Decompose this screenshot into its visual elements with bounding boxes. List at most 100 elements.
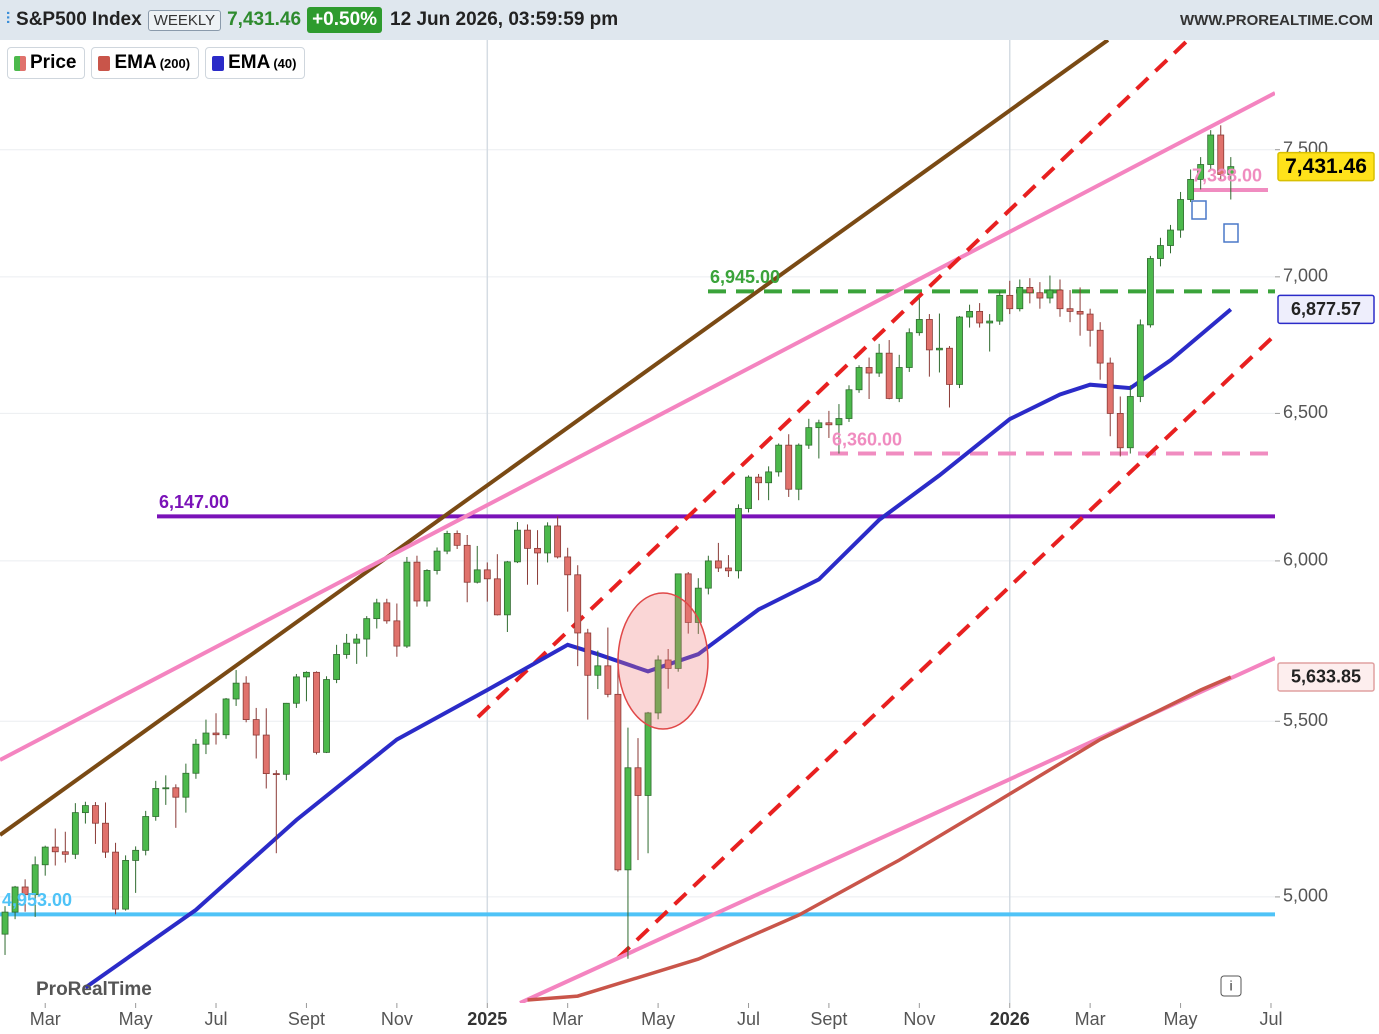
candle-body (1026, 287, 1034, 294)
candle-body (694, 587, 702, 623)
candle-body (936, 347, 943, 351)
price: 7,431.46 (227, 9, 302, 30)
candle-body (373, 602, 381, 620)
candle-body (996, 294, 1004, 322)
candle-body (132, 849, 140, 861)
candle-body (915, 319, 923, 334)
period[interactable]: WEEKLY (147, 9, 222, 31)
level-label: 6,360.00 (832, 429, 902, 449)
highlight-circle[interactable] (617, 592, 709, 730)
trend-line[interactable] (0, 40, 1110, 837)
candle-body (1106, 362, 1114, 414)
trend-line[interactable] (616, 333, 1275, 960)
value-box (1277, 662, 1375, 692)
candle-body (393, 620, 401, 647)
ema-line (84, 307, 1233, 990)
candle-body (11, 886, 19, 913)
legend: Price EMA (200) EMA (40) (7, 47, 306, 79)
x-tick-label: Mar (1075, 1009, 1106, 1029)
candle-body (192, 743, 200, 774)
info-icon[interactable]: i (1220, 975, 1242, 997)
note-icon[interactable] (1191, 200, 1239, 243)
candle-body (674, 573, 682, 669)
candle-body (624, 767, 632, 871)
candle-body (1177, 199, 1184, 231)
x-tick-label: May (1164, 1009, 1198, 1029)
legend-item[interactable]: EMA (40) (205, 47, 306, 79)
candle-body (363, 618, 371, 640)
y-tick-label: 6,000 (1283, 550, 1328, 570)
candle-body (956, 316, 963, 385)
x-tick-label: May (641, 1009, 675, 1029)
legend-item[interactable]: Price (7, 47, 86, 79)
candle-body (1146, 258, 1154, 326)
levels (0, 187, 1275, 917)
candle-body (413, 561, 421, 602)
candle-body (885, 352, 893, 399)
logo: ⫶ (6, 11, 11, 28)
candle-body (303, 671, 310, 678)
candle-body (152, 788, 160, 817)
brand: ProRealTime (36, 979, 152, 1000)
symbol: S&P500 Index (16, 9, 142, 30)
candle-body (1197, 164, 1205, 180)
level-label: 6,945.00 (710, 267, 780, 287)
candle-body (41, 846, 49, 866)
candle-body (1046, 289, 1054, 299)
candle-body (473, 569, 481, 583)
legend-text: EMA (114, 52, 157, 73)
candle-body (1086, 313, 1094, 331)
candle-body (31, 864, 39, 896)
x-tick-label: Nov (381, 1009, 413, 1029)
candle-body (1036, 292, 1044, 299)
candle-body (1217, 134, 1225, 175)
level-label: 4,953.00 (2, 890, 72, 910)
x-tick-label: Sept (810, 1009, 847, 1029)
legend-text: (40) (273, 55, 297, 71)
candle-body (1136, 324, 1144, 397)
candle-body (785, 444, 793, 490)
candle-body (574, 574, 582, 634)
annotations: i ProRealTime 6,945.00 6,147.00 6,360.00 4,… (2, 166, 1262, 1000)
candle-body (714, 560, 722, 569)
value-box (1277, 294, 1375, 325)
candle-body (453, 533, 461, 546)
candle-body (252, 719, 260, 736)
candle-body (976, 310, 984, 324)
x-tick-label: Jul (1259, 1009, 1282, 1029)
value-box-label: 5,633.85 (1291, 667, 1361, 687)
candle-body (1066, 308, 1074, 312)
candle-body (1006, 294, 1014, 310)
x-tick-label: Sept (288, 1009, 325, 1029)
candle-body (1076, 310, 1084, 315)
candle-body (463, 544, 471, 583)
x-tick-label: Mar (552, 1009, 583, 1029)
candle-body (81, 805, 89, 814)
legend-text: (200) (159, 55, 191, 71)
candle-body (946, 347, 953, 385)
candle-body (182, 772, 190, 798)
bottom-axis-bg (0, 1003, 1379, 1034)
candle-body (102, 822, 109, 853)
candle-body (262, 734, 270, 775)
candle-body (986, 320, 994, 324)
candle-body (634, 767, 642, 796)
y-tick-label: 6,500 (1283, 402, 1328, 422)
legend-text: EMA (228, 52, 271, 73)
x-tick-label: Jul (205, 1009, 228, 1029)
y-tick-label: 5,500 (1283, 710, 1328, 730)
candle-body (202, 732, 210, 745)
candle-body (564, 556, 572, 576)
candle-body (1056, 289, 1064, 310)
candle-body (755, 476, 762, 484)
right-axis-bg (1275, 40, 1379, 1034)
trend-line[interactable] (0, 91, 1275, 762)
candle-body (343, 642, 351, 655)
trend-line[interactable] (476, 40, 1190, 719)
candle-body (845, 389, 853, 419)
legend-swatch (212, 55, 225, 71)
candle-body (333, 654, 340, 680)
legend-item[interactable]: EMA (200) (91, 47, 200, 79)
